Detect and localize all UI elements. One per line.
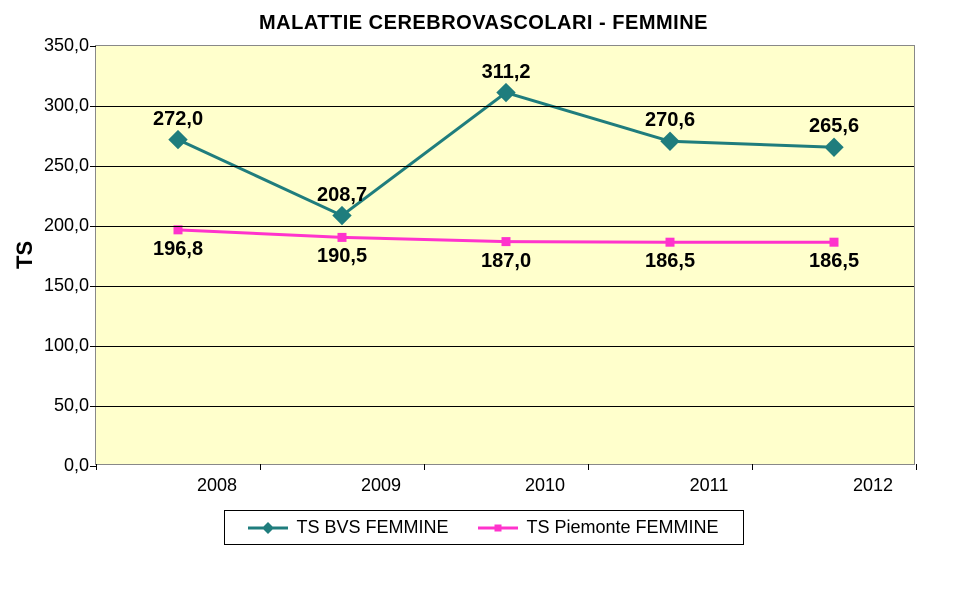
y-tick-mark <box>90 406 96 407</box>
series-marker <box>666 238 674 246</box>
data-label: 186,5 <box>645 250 695 273</box>
chart-title: MALATTIE CEREBROVASCOLARI - FEMMINE <box>12 12 955 35</box>
series-line <box>178 93 834 216</box>
gridline <box>96 286 914 287</box>
x-tick-label: 2008 <box>135 475 299 496</box>
legend-swatch <box>248 519 288 537</box>
y-axis-ticks: 350,0300,0250,0200,0150,0100,050,00,0 <box>44 45 89 465</box>
gridline <box>96 106 914 107</box>
y-axis-label: TS <box>12 45 38 465</box>
gridline <box>96 406 914 407</box>
series-marker <box>169 131 187 149</box>
y-tick-mark <box>90 166 96 167</box>
legend-label: TS Piemonte FEMMINE <box>526 517 718 538</box>
x-tick-mark <box>96 464 97 470</box>
y-tick-mark <box>90 46 96 47</box>
x-tick-label: 2010 <box>463 475 627 496</box>
series-marker <box>661 132 679 150</box>
data-label: 186,5 <box>809 250 859 273</box>
legend-label: TS BVS FEMMINE <box>296 517 448 538</box>
legend-entry: TS Piemonte FEMMINE <box>478 517 718 538</box>
series-marker <box>338 233 346 241</box>
gridline <box>96 166 914 167</box>
data-label: 270,6 <box>645 109 695 132</box>
chart-body: TS 350,0300,0250,0200,0150,0100,050,00,0… <box>12 45 955 465</box>
x-tick-mark <box>424 464 425 470</box>
data-label: 311,2 <box>482 61 531 84</box>
series-marker <box>825 138 843 156</box>
x-tick-mark <box>916 464 917 470</box>
data-label: 187,0 <box>481 250 531 273</box>
x-axis-ticks: 20082009201020112012 <box>135 475 955 496</box>
plot-area: 272,0 208,7 311,2 270,6 265,6 196,8 190,5 187,0… <box>95 45 915 465</box>
series-marker <box>830 238 838 246</box>
data-label: 272,0 <box>153 108 203 131</box>
legend-swatch <box>478 519 518 537</box>
data-label: 190,5 <box>317 245 367 268</box>
x-tick-label: 2011 <box>627 475 791 496</box>
series-marker <box>502 238 510 246</box>
x-tick-label: 2012 <box>791 475 955 496</box>
x-tick-label: 2009 <box>299 475 463 496</box>
y-tick-mark <box>90 226 96 227</box>
legend-entry: TS BVS FEMMINE <box>248 517 448 538</box>
data-label: 196,8 <box>153 238 203 261</box>
x-tick-mark <box>260 464 261 470</box>
gridline <box>96 346 914 347</box>
y-tick-mark <box>90 106 96 107</box>
data-label: 265,6 <box>809 115 859 138</box>
gridline <box>96 226 914 227</box>
legend: TS BVS FEMMINE TS Piemonte FEMMINE <box>224 510 744 545</box>
series-marker <box>174 226 182 234</box>
y-tick-mark <box>90 286 96 287</box>
data-label: 208,7 <box>317 184 367 207</box>
x-tick-mark <box>588 464 589 470</box>
x-tick-mark <box>752 464 753 470</box>
y-tick-mark <box>90 346 96 347</box>
